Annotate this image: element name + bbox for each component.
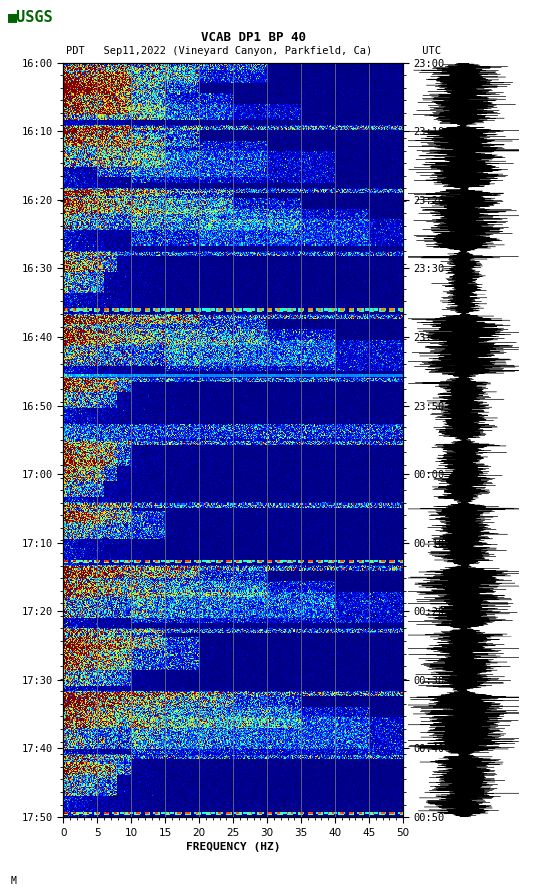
Text: M: M xyxy=(11,876,17,886)
Text: ■USGS: ■USGS xyxy=(8,9,54,24)
Text: PDT   Sep11,2022 (Vineyard Canyon, Parkfield, Ca)        UTC: PDT Sep11,2022 (Vineyard Canyon, Parkfie… xyxy=(66,46,442,56)
X-axis label: FREQUENCY (HZ): FREQUENCY (HZ) xyxy=(186,842,280,852)
Text: VCAB DP1 BP 40: VCAB DP1 BP 40 xyxy=(201,31,306,45)
